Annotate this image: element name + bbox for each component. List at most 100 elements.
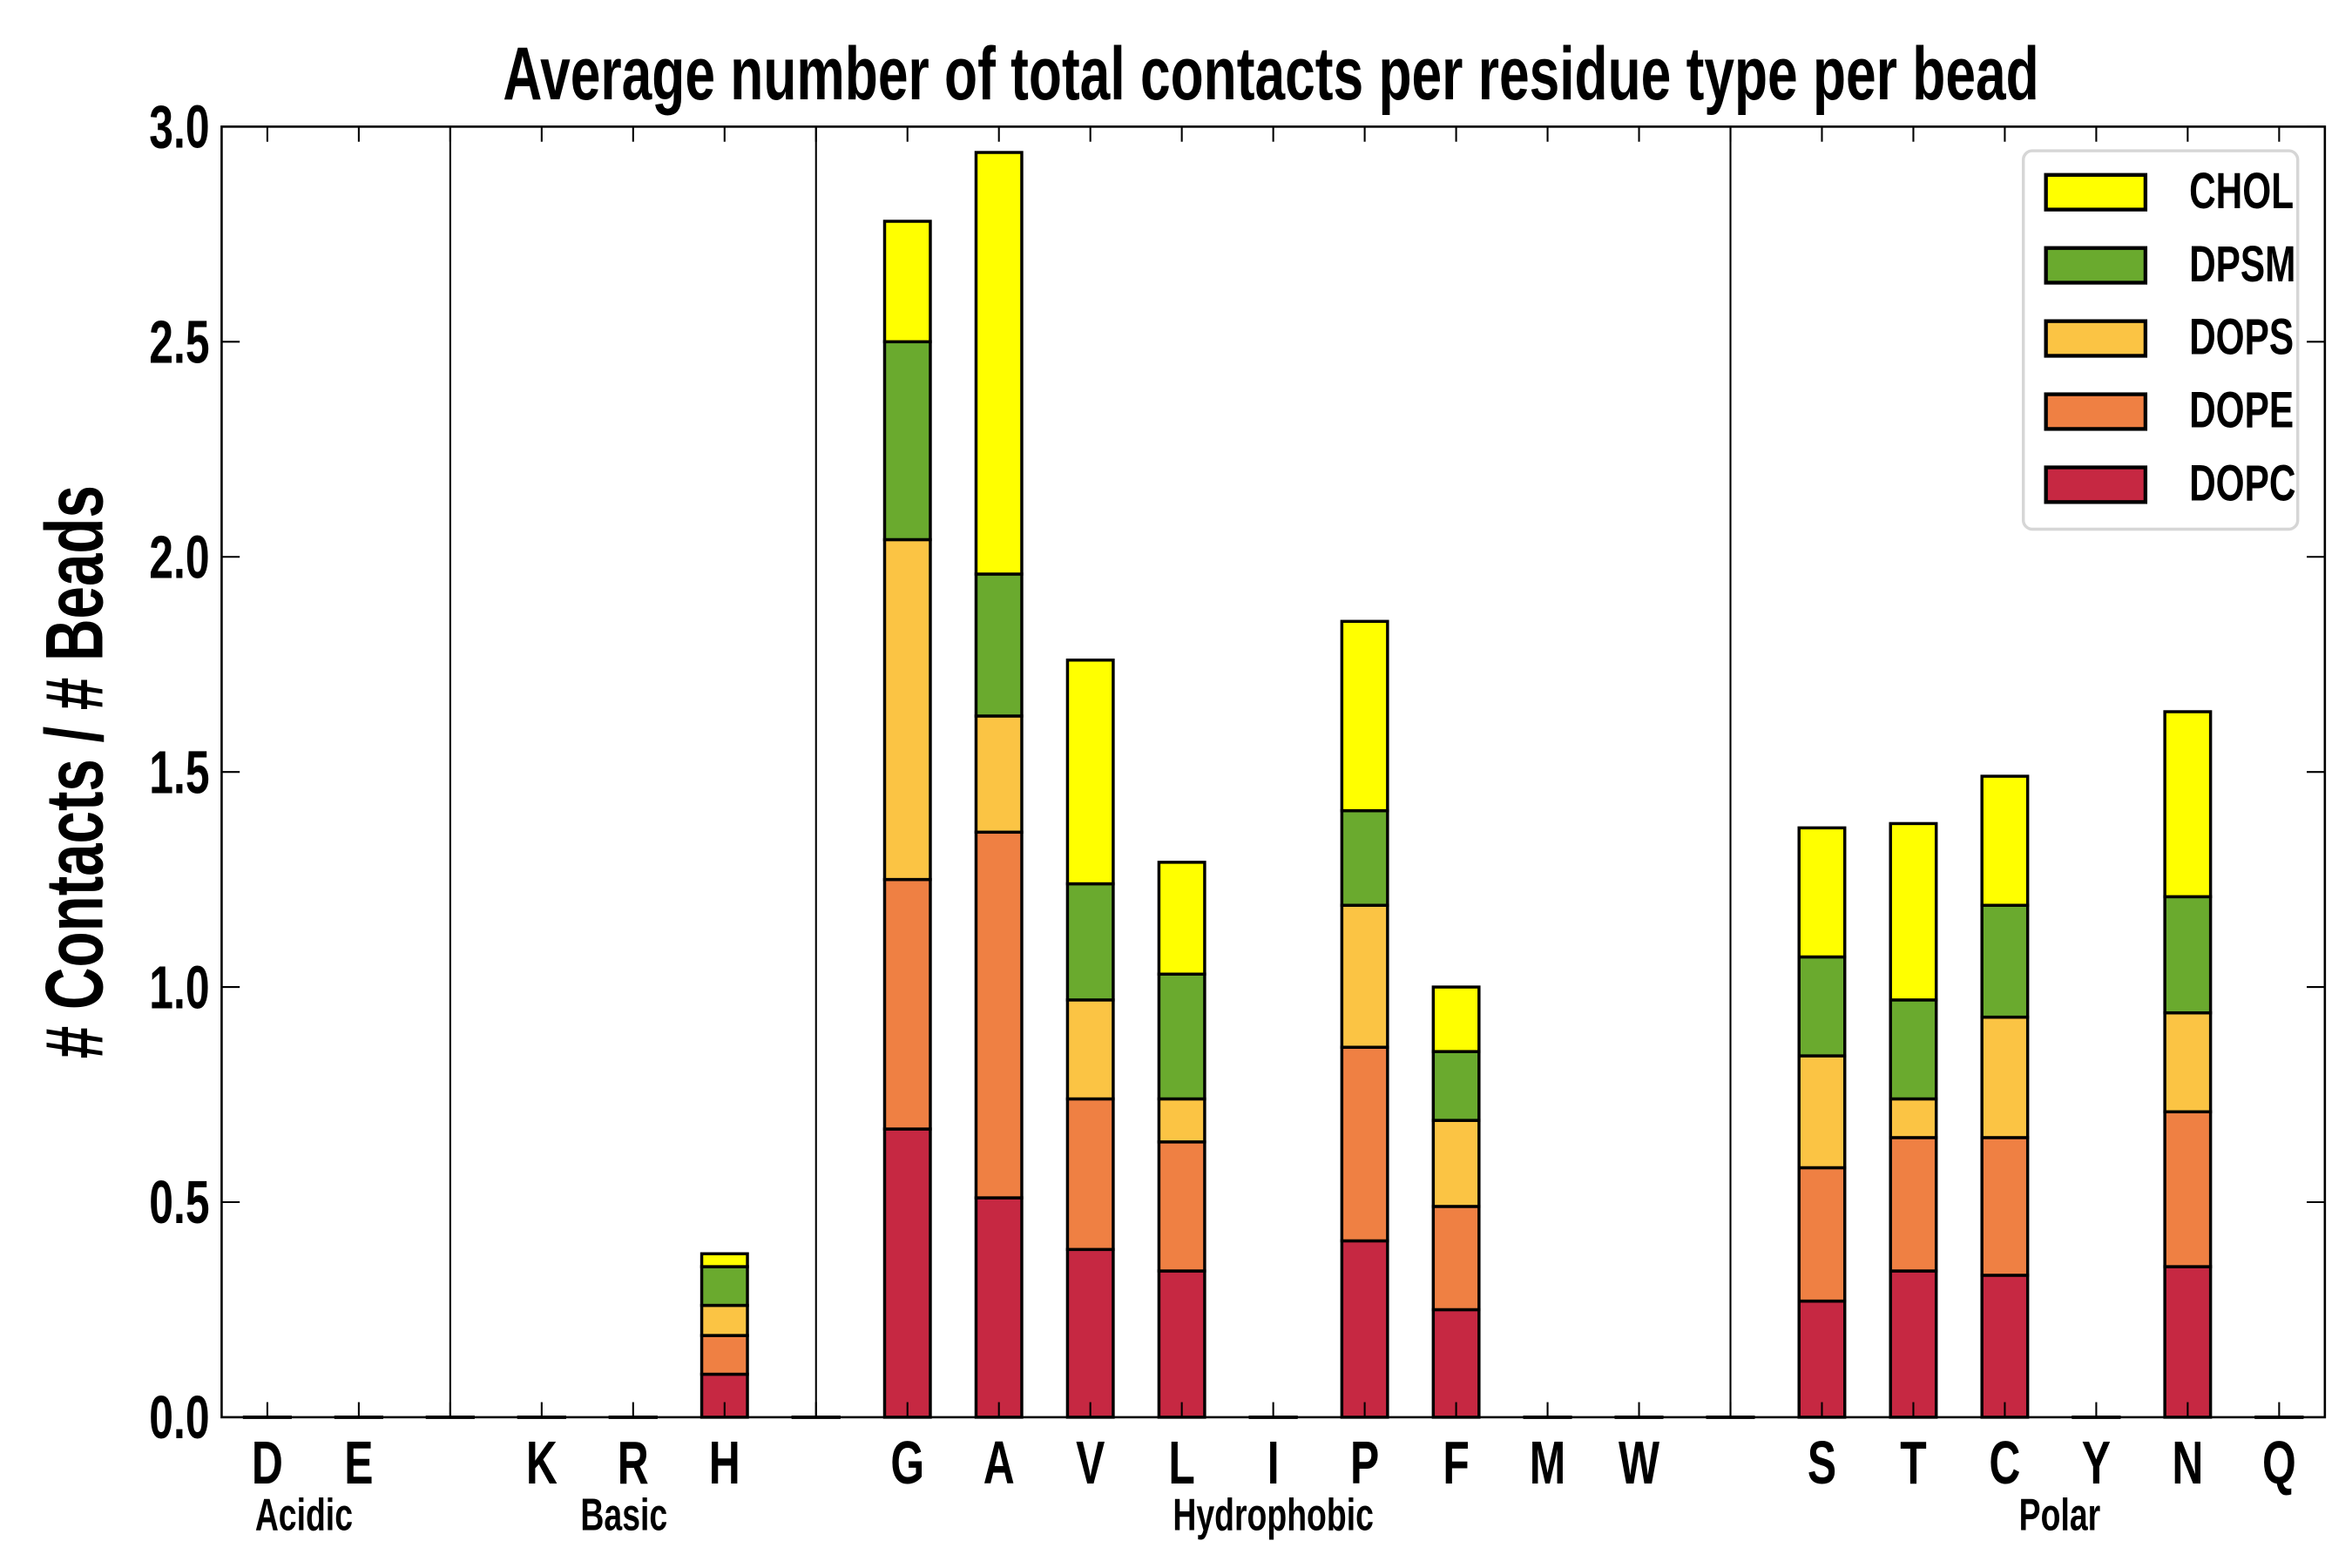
bar-segment-dops (1340, 903, 1389, 1049)
group-label: Acidic (255, 1490, 353, 1541)
x-tick-label: Q (2262, 1429, 2296, 1497)
bar-segment-dopc (1889, 1269, 1938, 1419)
bar-segment-dpsm (1797, 955, 1847, 1058)
bar-segment-dops (700, 1303, 749, 1337)
y-axis-label: # Contacts / # Beads (30, 485, 120, 1058)
bar-segment-dope (1065, 1097, 1115, 1252)
bar-segment-dopc (1065, 1247, 1115, 1419)
x-tick-label: W (1619, 1429, 1659, 1497)
x-tick-label: N (2172, 1429, 2203, 1497)
legend: CHOL DPSM DOPS DOPE DOPC (2021, 149, 2300, 531)
legend-label-dope: DOPE (2189, 382, 2294, 438)
bar-segment-dopc (1157, 1269, 1206, 1419)
legend-swatch-dops (2044, 319, 2148, 358)
x-tick-label: H (709, 1429, 740, 1497)
bar-segment-chol (1340, 619, 1389, 813)
bar-segment-dops (1980, 1015, 2030, 1139)
bar-segment-dpsm (882, 340, 932, 542)
legend-swatch-dopc (2044, 465, 2148, 504)
bar-segment-dope (1797, 1166, 1847, 1303)
bar-segment-dops (1797, 1054, 1847, 1170)
axes-frame (220, 125, 2327, 1419)
bar-segment-dops (1431, 1119, 1481, 1208)
bar-segment-dopc (1797, 1299, 1847, 1419)
bar-segment-dpsm (1157, 972, 1206, 1101)
bar-segment-chol (1797, 826, 1847, 959)
x-tick-label: V (1076, 1429, 1105, 1497)
bar-segment-dpsm (1889, 998, 1938, 1101)
x-tick-label: G (890, 1429, 924, 1497)
y-tick-label: 0.5 (149, 1168, 209, 1236)
bar-segment-chol (1065, 659, 1115, 886)
bar-segment-chol (2163, 710, 2213, 899)
y-tick-label: 1.5 (149, 738, 209, 806)
y-tick-label: 1.0 (149, 953, 209, 1021)
bar-segment-dops (2163, 1010, 2213, 1114)
bar-segment-dopc (1980, 1274, 2030, 1419)
chart-title: Average number of total contacts per res… (503, 31, 2038, 115)
bar-segment-chol (974, 151, 1024, 576)
group-label: Polar (2019, 1490, 2100, 1541)
x-tick-label: M (1530, 1429, 1566, 1497)
bar-segment-dops (1889, 1097, 1938, 1139)
bar-segment-dope (1431, 1205, 1481, 1312)
y-tick-label: 2.5 (149, 308, 209, 375)
y-tick-label: 3.0 (149, 92, 209, 160)
bar-segment-chol (1889, 821, 1938, 1002)
bar-segment-chol (1431, 985, 1481, 1053)
bar-segment-chol (882, 220, 932, 344)
bar-segment-dpsm (1340, 808, 1389, 907)
bar-segment-dops (1065, 998, 1115, 1101)
bar-segment-dopc (1431, 1308, 1481, 1419)
x-tick-label: E (344, 1429, 373, 1497)
x-tick-label: T (1900, 1429, 1927, 1497)
x-tick-label: D (252, 1429, 283, 1497)
bar-segment-dpsm (974, 572, 1024, 718)
bar-segment-dops (974, 714, 1024, 835)
legend-swatch-dope (2044, 392, 2148, 431)
bar-segment-dopc (2163, 1265, 2213, 1419)
y-tick-label: 2.0 (149, 523, 209, 591)
legend-label-dpsm: DPSM (2189, 235, 2295, 292)
x-tick-label: A (983, 1429, 1015, 1497)
bar-segment-dope (974, 830, 1024, 1200)
bar-segment-dope (1980, 1136, 2030, 1277)
legend-label-dopc: DOPC (2189, 455, 2295, 511)
bar-segment-chol (700, 1252, 749, 1268)
bar-segment-chol (1980, 774, 2030, 907)
legend-swatch-dpsm (2044, 246, 2148, 285)
bar-segment-dops (882, 537, 932, 882)
y-tick-label: 0.0 (149, 1383, 209, 1451)
plot-area: D E K R H G A V L I P F M W S T C Y N Q 0.0 0.5 1.0 1.5 2.0 2.5 3.… (149, 92, 2327, 1541)
bar-segment-dpsm (1980, 903, 2030, 1019)
bar-segment-dope (882, 877, 932, 1131)
x-tick-label: F (1443, 1429, 1469, 1497)
x-tick-label: P (1350, 1429, 1379, 1497)
bar-segment-dopc (882, 1127, 932, 1419)
legend-swatch-chol (2044, 172, 2148, 212)
bar-segment-dope (2163, 1110, 2213, 1268)
legend-box (2021, 149, 2300, 531)
bar-segment-dope (1340, 1045, 1389, 1243)
x-tick-label: I (1267, 1429, 1280, 1497)
x-tick-label: C (1989, 1429, 2020, 1497)
group-label: Hydrophobic (1173, 1490, 1374, 1541)
bar-segment-dopc (974, 1196, 1024, 1419)
bar-segment-dopc (1340, 1239, 1389, 1419)
x-tick-label: R (618, 1429, 649, 1497)
legend-label-dops: DOPS (2189, 308, 2294, 365)
bar-segment-dpsm (1065, 882, 1115, 1002)
x-tick-label: S (1808, 1429, 1836, 1497)
bar-segment-dpsm (2163, 895, 2213, 1015)
bar-segment-dope (1889, 1136, 1938, 1273)
bar-segment-dpsm (700, 1265, 749, 1308)
bar-segment-dope (1157, 1140, 1206, 1273)
group-label: Basic (580, 1490, 667, 1541)
bar-segment-chol (1157, 861, 1206, 976)
bar-segment-dope (700, 1334, 749, 1376)
x-tick-label: Y (2082, 1429, 2111, 1497)
bar-segment-dops (1157, 1097, 1206, 1144)
x-tick-label: K (526, 1429, 558, 1497)
x-tick-label: L (1168, 1429, 1194, 1497)
